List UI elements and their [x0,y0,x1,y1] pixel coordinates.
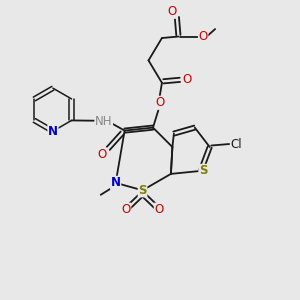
Text: O: O [154,203,164,216]
Text: O: O [98,148,107,161]
Text: N: N [48,125,58,138]
Text: N: N [111,176,121,189]
Text: O: O [122,203,131,216]
Text: NH: NH [95,115,112,128]
Text: S: S [199,164,207,177]
Text: O: O [156,96,165,109]
Text: O: O [199,30,208,43]
Text: Cl: Cl [231,137,242,151]
Text: S: S [138,184,147,197]
Text: O: O [168,5,177,18]
Text: O: O [182,73,191,86]
